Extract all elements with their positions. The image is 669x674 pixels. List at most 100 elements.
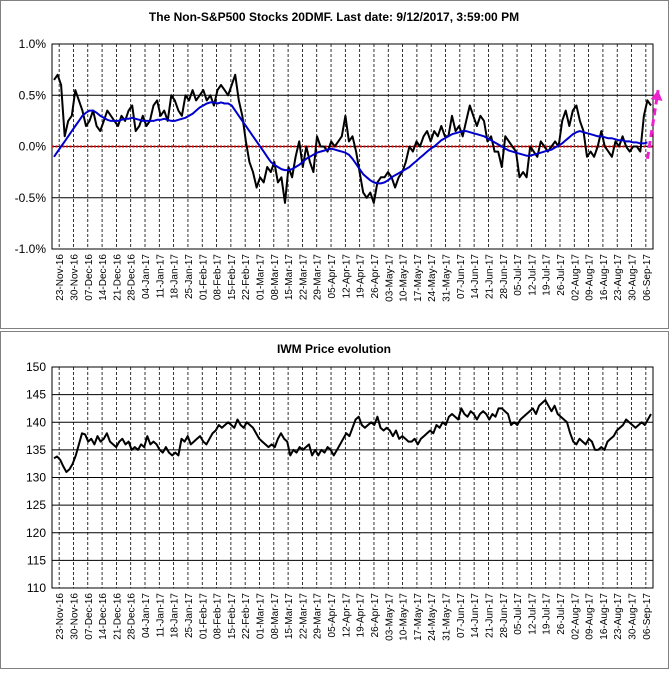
x-tick-label: 01-Feb-17	[198, 254, 209, 301]
x-tick-label: 22-Mar-17	[298, 593, 309, 640]
y-tick-label: 125	[26, 498, 46, 512]
x-tick-label: 22-Mar-17	[298, 254, 309, 301]
grid-bottom	[52, 366, 653, 589]
x-tick-label: 26-Jul-17	[556, 593, 567, 635]
x-tick-label: 09-Aug-17	[585, 254, 596, 301]
x-tick-label: 28-Jun-17	[499, 254, 510, 299]
x-tick-label: 23-Nov-16	[55, 254, 66, 301]
x-tick-label: 21-Dec-16	[112, 593, 123, 640]
x-tick-label: 07-Dec-16	[84, 593, 95, 640]
x-tick-label: 01-Mar-17	[255, 254, 266, 301]
y-axis-top: 1.0% 0.5% 0.0% -0.5% -1.0%	[15, 37, 47, 256]
y-tick-label: 135	[26, 443, 46, 457]
x-tick-label: 12-Apr-17	[341, 254, 352, 299]
y-tick-label: 1.0%	[19, 37, 47, 51]
x-tick-label: 08-Feb-17	[213, 254, 224, 301]
y-tick-label: 110	[27, 581, 46, 595]
x-tick-label: 28-Dec-16	[127, 254, 138, 301]
x-tick-label: 02-Aug-17	[570, 254, 581, 301]
x-tick-label: 22-Feb-17	[241, 254, 252, 301]
x-tick-label: 05-Jul-17	[513, 254, 524, 296]
y-tick-label: -1.0%	[15, 242, 47, 256]
series-line-0	[53, 73, 652, 204]
x-tick-label: 30-Nov-16	[69, 593, 80, 640]
x-tick-label: 21-Dec-16	[112, 254, 123, 301]
y-tick-label: 140	[26, 415, 46, 429]
chart-title-top: The Non-S&P500 Stocks 20DMF. Last date: …	[149, 10, 519, 24]
x-tick-label: 30-Aug-17	[628, 254, 639, 301]
x-tick-label: 05-Jul-17	[513, 593, 524, 635]
series-line-0	[53, 399, 652, 473]
y-tick-label: 0.5%	[19, 88, 47, 102]
x-tick-label: 07-Dec-16	[84, 254, 95, 301]
x-tick-label: 11-Jan-17	[155, 593, 166, 638]
x-tick-label: 15-Feb-17	[227, 254, 238, 301]
x-tick-label: 18-Jan-17	[170, 593, 181, 638]
panel-bottom-frame	[0, 331, 669, 669]
x-tick-label: 22-Feb-17	[241, 593, 252, 640]
x-tick-label: 14-Jun-17	[470, 593, 481, 638]
x-tick-label: 15-Mar-17	[284, 254, 295, 301]
x-tick-label: 11-Jan-17	[155, 254, 166, 299]
x-tick-label: 23-Nov-16	[55, 593, 66, 640]
x-tick-label: 05-Apr-17	[327, 593, 338, 638]
y-axis-bottom: 150 145 140 135 130 125 120 115 110	[26, 360, 46, 595]
x-tick-label: 10-May-17	[399, 593, 410, 641]
y-tick-label: 130	[26, 471, 46, 485]
x-tick-label: 28-Jun-17	[499, 593, 510, 638]
x-tick-label: 16-Aug-17	[599, 593, 610, 640]
x-tick-label: 28-Dec-16	[127, 593, 138, 640]
x-tick-label: 30-Aug-17	[628, 593, 639, 640]
x-tick-label: 08-Mar-17	[270, 593, 281, 640]
x-tick-label: 04-Jan-17	[141, 593, 152, 638]
y-tick-label: -0.5%	[15, 191, 47, 205]
x-tick-label: 25-Jan-17	[184, 593, 195, 638]
x-tick-label: 23-Aug-17	[613, 593, 624, 640]
x-tick-label: 24-May-17	[427, 254, 438, 302]
x-tick-label: 19-Jul-17	[542, 254, 553, 296]
x-tick-label: 03-May-17	[384, 254, 395, 302]
x-tick-label: 01-Feb-17	[198, 593, 209, 640]
series-bottom	[53, 399, 652, 473]
x-tick-label: 19-Apr-17	[356, 254, 367, 299]
annotation-arrow-shaft	[645, 89, 660, 160]
x-tick-label: 25-Jan-17	[184, 254, 195, 299]
x-tick-label: 26-Apr-17	[370, 593, 381, 638]
annotation-arrow-head	[650, 90, 663, 101]
x-tick-label: 29-Mar-17	[313, 254, 324, 301]
y-tick-label: 150	[26, 360, 46, 374]
x-tick-label: 12-Jul-17	[527, 254, 538, 296]
x-tick-label: 24-May-17	[427, 593, 438, 641]
series-top	[53, 73, 663, 204]
x-tick-label: 03-May-17	[384, 593, 395, 641]
chart-title-bottom: IWM Price evolution	[277, 342, 391, 356]
x-tick-label: 02-Aug-17	[570, 593, 581, 640]
x-tick-label: 14-Dec-16	[98, 254, 109, 301]
x-tick-label: 26-Jul-17	[556, 254, 567, 296]
x-tick-label: 01-Mar-17	[255, 593, 266, 640]
x-tick-label: 04-Jan-17	[141, 254, 152, 299]
x-tick-label: 15-Feb-17	[227, 593, 238, 640]
y-tick-label: 115	[27, 553, 46, 567]
x-tick-label: 08-Feb-17	[213, 593, 224, 640]
x-tick-label: 07-Jun-17	[456, 254, 467, 299]
x-tick-label: 12-Jul-17	[527, 593, 538, 635]
x-axis-top: 23-Nov-16 30-Nov-16 07-Dec-16 14-Dec-16 21-D…	[55, 254, 653, 302]
x-tick-label: 18-Jan-17	[170, 254, 181, 299]
x-tick-label: 31-May-17	[442, 593, 453, 641]
x-tick-label: 19-Jul-17	[542, 593, 553, 635]
x-tick-label: 08-Mar-17	[270, 254, 281, 301]
series-line-1	[53, 101, 648, 185]
x-tick-label: 14-Dec-16	[98, 593, 109, 640]
y-tick-label: 120	[26, 526, 46, 540]
x-tick-label: 15-Mar-17	[284, 593, 295, 640]
x-tick-label: 29-Mar-17	[313, 593, 324, 640]
x-tick-label: 19-Apr-17	[356, 593, 367, 638]
x-tick-label: 12-Apr-17	[341, 593, 352, 638]
y-tick-label: 0.0%	[19, 140, 47, 154]
panel-top-frame	[0, 0, 669, 329]
y-tick-label: 145	[26, 388, 46, 402]
x-tick-label: 16-Aug-17	[599, 254, 610, 301]
